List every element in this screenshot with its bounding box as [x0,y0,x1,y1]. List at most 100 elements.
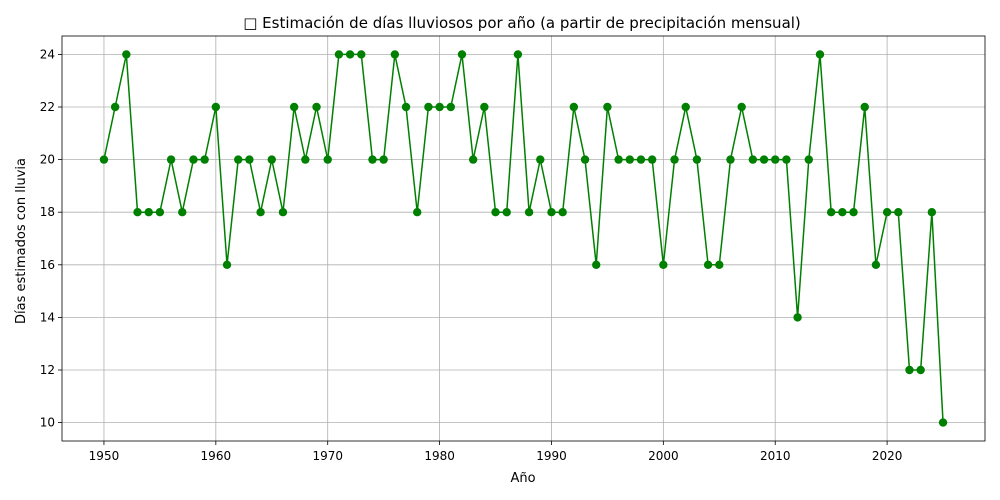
y-tick-label: 18 [40,205,55,219]
data-points [99,50,948,427]
axes: 1950 1960 1970 1980 1990 2000 2010 2020 10 12 14 16… [40,35,986,463]
x-tick-label: 1960 [201,449,232,463]
data-point [938,418,948,427]
data-point [513,50,523,59]
data-point [301,155,310,164]
data-point [368,155,377,164]
data-point [580,155,590,164]
data-point [491,208,500,217]
data-point [278,208,288,217]
data-point [860,102,869,112]
data-point [771,155,780,164]
series-line [103,53,944,423]
data-point [726,155,735,164]
x-tick-label: 1990 [536,449,567,463]
data-point [927,208,937,217]
data-point [480,102,489,112]
data-point [536,155,545,164]
data-point [446,102,455,112]
data-point [99,155,109,164]
data-point [692,155,702,164]
data-point [234,155,243,164]
data-point [345,50,355,59]
data-point [189,155,198,164]
data-point [155,208,165,217]
data-point [323,155,332,164]
data-point [815,50,825,59]
data-point [166,155,176,164]
data-point [245,155,254,164]
data-point [256,208,265,217]
data-point [894,208,903,217]
data-point [569,102,579,112]
data-point [468,155,478,164]
data-point [871,260,881,269]
x-tick-label: 2000 [648,449,679,463]
data-point [289,102,299,112]
data-point [110,102,120,112]
data-point [804,155,813,164]
data-point [625,155,634,164]
chart-title: □ Estimación de días lluviosos por año (… [243,14,801,32]
x-tick-label: 1970 [312,449,343,463]
series-line-layer [103,53,944,423]
data-point [905,365,914,375]
data-point [144,208,153,217]
data-point [267,155,276,164]
y-tick-label: 20 [40,153,55,167]
data-point [133,208,142,217]
data-point [334,50,344,59]
data-point [312,102,321,112]
x-tick-label: 1950 [89,449,120,463]
data-point [681,102,690,112]
x-tick-label: 1980 [424,449,455,463]
data-point [614,155,623,164]
y-tick-label: 10 [40,416,55,430]
data-point [603,102,612,112]
data-point [838,208,847,217]
x-axis-label: Año [510,471,535,486]
data-point [502,208,511,217]
data-point [849,208,858,217]
data-point [659,260,668,269]
y-tick-label: 16 [40,258,55,272]
data-point [558,208,567,217]
data-point [435,102,444,112]
data-point [413,208,422,217]
data-point [211,102,221,112]
data-point [524,208,534,217]
data-point [122,50,131,59]
data-point [636,155,646,164]
data-point [178,208,187,217]
y-axis-label: Días estimados con lluvia [14,158,29,324]
data-point [357,50,366,59]
y-tick-label: 24 [40,47,55,61]
x-tick-label: 2010 [760,449,791,463]
y-tick-label: 14 [40,310,55,324]
data-point [748,155,758,164]
data-point [715,260,724,269]
x-tick-label: 2020 [872,449,903,463]
data-point [457,50,467,59]
y-tick-label: 12 [40,363,55,377]
data-point [390,50,400,59]
data-point [826,208,836,217]
grid [62,36,985,441]
data-point [547,208,556,217]
data-point [882,208,892,217]
data-point [793,313,802,322]
data-point [670,155,679,164]
plot-frame [61,35,986,442]
data-point [737,102,746,112]
data-point [782,155,791,164]
data-point [424,102,433,112]
data-point [379,155,388,164]
data-point [703,260,713,269]
y-tick-label: 22 [40,100,55,114]
data-point [401,102,411,112]
data-point [592,260,601,269]
data-point [916,365,925,375]
data-point [759,155,769,164]
data-point [200,155,209,164]
